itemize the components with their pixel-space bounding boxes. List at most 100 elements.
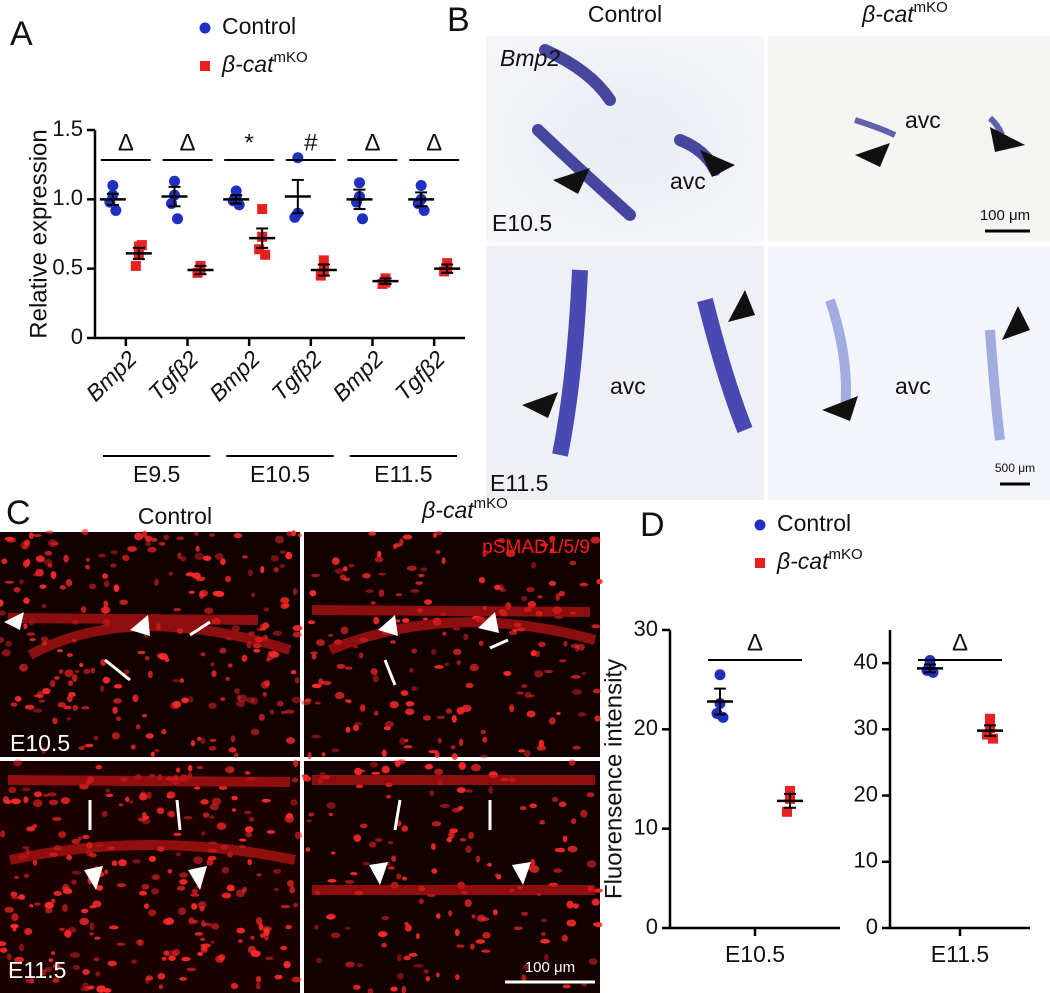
nucleus	[344, 879, 355, 884]
nucleus	[373, 616, 380, 625]
nucleus	[586, 792, 595, 798]
nucleus	[279, 550, 286, 554]
nucleus	[270, 555, 279, 562]
nucleus	[68, 692, 76, 698]
data-point	[107, 179, 119, 191]
nucleus	[551, 796, 559, 803]
nucleus	[45, 530, 54, 534]
nucleus	[451, 715, 457, 723]
nucleus	[146, 791, 152, 800]
nucleus	[48, 799, 59, 806]
nucleus	[524, 691, 532, 699]
nucleus	[82, 982, 89, 989]
nucleus	[321, 752, 326, 757]
significance-label: Δ	[747, 629, 763, 656]
nucleus	[487, 862, 492, 867]
nucleus	[196, 765, 204, 770]
nucleus	[199, 937, 206, 942]
nucleus	[88, 985, 95, 990]
nucleus	[592, 922, 601, 927]
nucleus	[193, 856, 203, 865]
nucleus	[19, 663, 29, 672]
nucleus	[326, 914, 335, 920]
nucleus	[284, 814, 295, 823]
nucleus	[555, 593, 560, 601]
nucleus	[209, 738, 217, 743]
nucleus	[63, 554, 69, 563]
nucleus	[449, 828, 458, 834]
nucleus	[179, 976, 188, 981]
nucleus	[14, 695, 22, 702]
nucleus	[519, 806, 527, 811]
nucleus	[103, 600, 109, 609]
nucleus	[191, 903, 198, 910]
nucleus	[592, 688, 601, 694]
nucleus	[279, 563, 286, 568]
nucleus	[251, 592, 256, 598]
nucleus	[378, 572, 387, 576]
nucleus	[538, 641, 546, 648]
nucleus	[145, 540, 152, 547]
panel-label: D	[640, 506, 665, 544]
x-tick-label: Bmp2	[327, 345, 388, 406]
nucleus	[431, 868, 438, 874]
nucleus	[163, 535, 170, 540]
nucleus	[354, 767, 363, 776]
nucleus	[293, 902, 298, 908]
nucleus	[24, 928, 33, 936]
nucleus	[275, 535, 285, 544]
nucleus	[401, 985, 407, 993]
nucleus	[33, 791, 43, 798]
nucleus	[63, 705, 72, 710]
data-point	[714, 669, 726, 681]
legend-label: Control	[777, 510, 851, 536]
scale-bar-label: 100 μm	[525, 959, 575, 976]
nucleus	[28, 532, 34, 540]
nucleus	[594, 715, 601, 722]
nucleus	[345, 666, 353, 670]
nucleus	[266, 830, 276, 834]
nucleus	[156, 807, 165, 815]
nucleus	[385, 794, 392, 799]
nucleus	[95, 971, 101, 977]
nucleus	[580, 809, 588, 818]
nucleus	[23, 623, 28, 630]
nucleus	[18, 943, 25, 952]
nucleus	[463, 633, 469, 641]
nucleus	[399, 737, 406, 745]
nucleus	[66, 653, 73, 657]
stage-label: E11.5	[490, 470, 548, 496]
nucleus	[431, 821, 441, 827]
panel-b: Control β-catmKO Bmp2 avc avc avc avc E1…	[486, 0, 1050, 500]
nucleus	[570, 675, 581, 679]
nucleus	[397, 972, 404, 980]
nucleus	[113, 584, 120, 592]
nucleus	[235, 889, 245, 898]
nucleus	[142, 530, 148, 538]
nucleus	[529, 803, 537, 809]
significance-label: Δ	[364, 129, 380, 156]
y-tick-label: 30	[634, 616, 658, 641]
panel-label: A	[10, 15, 33, 53]
nucleus	[548, 580, 557, 587]
nucleus	[272, 630, 282, 636]
nucleus	[273, 869, 282, 874]
nucleus	[273, 887, 279, 891]
nucleus	[577, 712, 587, 717]
nucleus	[344, 699, 350, 703]
nucleus	[294, 677, 300, 684]
nucleus	[246, 697, 255, 704]
nucleus	[536, 745, 546, 751]
group-label: E9.5	[133, 461, 180, 487]
nucleus	[33, 859, 38, 866]
nucleus	[291, 976, 302, 983]
nucleus	[36, 690, 44, 699]
nucleus	[244, 771, 251, 775]
significance-label: Δ	[118, 129, 134, 156]
nucleus	[118, 859, 127, 867]
nucleus	[572, 689, 583, 695]
nucleus	[175, 767, 181, 773]
nucleus	[556, 711, 561, 716]
nucleus	[103, 580, 110, 588]
nucleus	[256, 627, 263, 631]
